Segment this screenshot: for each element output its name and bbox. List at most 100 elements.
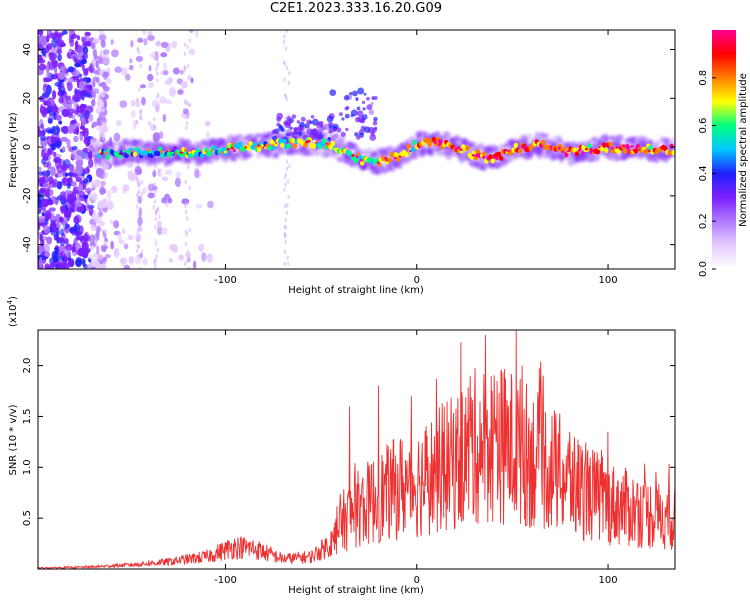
noise-speck: [160, 41, 169, 48]
streak-speck: [135, 172, 138, 177]
noise-speck: [128, 256, 135, 265]
ridge-point: [248, 141, 253, 147]
noise-speck: [84, 187, 92, 194]
streak-speck: [283, 225, 286, 230]
noise-speck: [135, 55, 144, 63]
noise-speck: [88, 63, 94, 73]
ridge-peak: [433, 141, 438, 144]
noise-speck: [190, 77, 194, 84]
streak-speck: [139, 111, 142, 117]
halo-dot: [587, 140, 592, 145]
noise-speck: [55, 223, 61, 228]
spectrogram-y-ticks: -40 -20 0 20 40: [22, 43, 675, 253]
plume-dot: [369, 134, 377, 141]
streak-speck: [136, 97, 139, 102]
streak-speck: [155, 187, 158, 192]
ridge-point: [572, 147, 577, 153]
snr-y-ticks: 0.5 1.0 1.5 2.0: [22, 358, 675, 526]
streak-speck: [140, 226, 143, 232]
plume-dot: [278, 125, 284, 131]
streak-speck: [155, 253, 158, 259]
ridge-point: [663, 145, 668, 152]
noise-speck: [129, 58, 133, 64]
plume-dot: [328, 129, 333, 134]
streak-speck: [153, 259, 156, 264]
ridge-point: [212, 145, 218, 151]
ridge-point: [488, 154, 493, 160]
noise-speck: [163, 62, 167, 71]
streak-speck: [187, 165, 190, 170]
noise-speck: [100, 81, 107, 86]
noise-speck: [79, 104, 88, 109]
noise-speck: [130, 40, 134, 48]
noise-speck: [147, 121, 152, 126]
noise-speck: [82, 204, 86, 211]
plume-dot: [326, 115, 334, 123]
noise-speck: [87, 78, 91, 83]
noise-speck: [56, 164, 64, 174]
noise-speck: [177, 89, 184, 95]
colorbar-tick-label: 0.6: [698, 118, 709, 134]
noise-speck: [154, 238, 158, 247]
streak-speck: [286, 255, 289, 260]
streak-speck: [138, 266, 142, 269]
plume-dot: [336, 127, 342, 133]
noise-speck: [44, 218, 49, 226]
streak-speck: [183, 261, 187, 266]
spectrogram-frame: [37, 29, 676, 270]
noise-speck: [38, 43, 43, 50]
noise-speck: [100, 263, 106, 269]
streak-speck: [137, 254, 141, 259]
noise-speck: [76, 197, 81, 205]
streak-speck: [153, 56, 157, 62]
x-tick-label: -100: [214, 275, 237, 286]
ridge-point: [328, 144, 333, 150]
plume-dot: [373, 96, 378, 100]
noise-speck: [107, 200, 113, 205]
noise-speck: [81, 241, 87, 246]
streak-speck: [137, 50, 141, 55]
ridge-point: [431, 136, 436, 142]
noise-speck: [99, 188, 107, 195]
noise-speck: [61, 125, 70, 135]
streak-speck: [139, 63, 142, 69]
streak-speck: [284, 218, 287, 223]
plume-dot: [354, 132, 359, 137]
noise-speck: [88, 113, 94, 122]
noise-speck: [58, 42, 66, 48]
plume-dot: [306, 119, 312, 125]
streak-speck: [185, 259, 189, 264]
streak-speck: [186, 63, 190, 69]
ridge-point: [498, 155, 504, 161]
noise-speck: [42, 235, 48, 241]
plume-dot: [361, 100, 366, 105]
noise-speck: [74, 40, 79, 50]
noise-speck: [77, 112, 81, 118]
noise-speck: [69, 38, 75, 48]
noise-speck: [71, 145, 78, 151]
colorbar-tick-label: 0.4: [698, 165, 709, 181]
streak-speck: [286, 203, 289, 208]
streak-speck: [154, 225, 157, 230]
plume-dot: [344, 106, 349, 111]
ridge-point: [290, 137, 295, 143]
noise-speck: [143, 38, 148, 46]
noise-speck: [47, 118, 53, 124]
plume-dot: [296, 120, 301, 124]
noise-speck: [160, 52, 168, 58]
noise-speck: [53, 156, 62, 164]
noise-speck: [110, 240, 114, 250]
streak-speck: [153, 182, 156, 187]
ridge-peak: [492, 156, 497, 159]
plume-dot: [314, 134, 321, 141]
noise-speck: [99, 50, 104, 58]
noise-speck: [84, 31, 91, 37]
plume-dot: [272, 129, 277, 133]
noise-speck: [45, 213, 50, 219]
noise-speck: [102, 71, 110, 78]
streak-speck: [283, 93, 287, 98]
noise-speck: [40, 123, 45, 130]
y-tick-label: 2.0: [22, 358, 33, 374]
ridge-point: [292, 143, 298, 149]
ridge-peak: [307, 139, 311, 143]
